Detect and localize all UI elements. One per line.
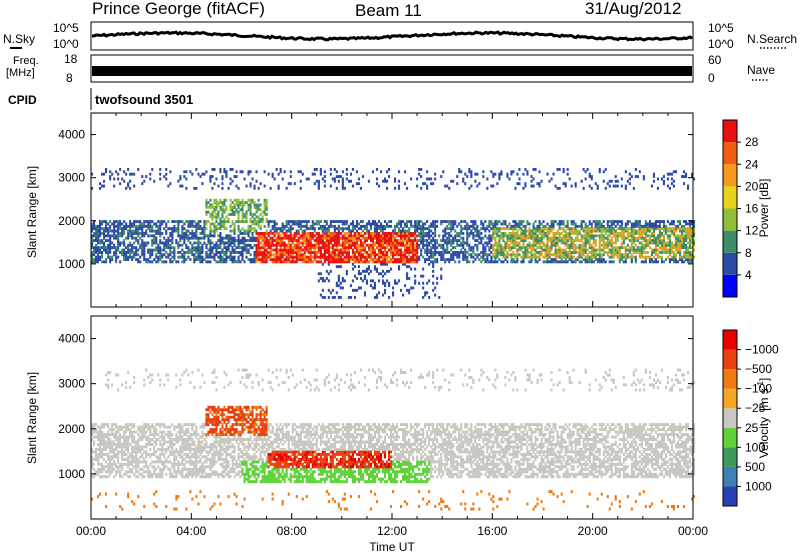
colorbar-tick: 28 — [745, 135, 759, 149]
power-panel: 1000 2000 3000 4000 Slant Range [km] — [25, 112, 696, 308]
colorbar-tick: 24 — [745, 157, 759, 171]
nsky-label: N.Sky — [3, 32, 35, 46]
nsky-line — [92, 30, 693, 42]
colorbar-tick: −100 — [745, 382, 772, 396]
colorbar-cell — [723, 274, 737, 297]
colorbar-cell — [723, 120, 737, 143]
colorbar-tick: −500 — [745, 362, 772, 376]
colorbar-tick: 12 — [745, 224, 759, 238]
freq-label-1: Freq. — [13, 55, 39, 67]
ytick-label: 3000 — [58, 171, 85, 185]
colorbar-cell — [723, 466, 737, 487]
colorbar-cell — [723, 230, 737, 253]
nsearch-tick-top: 10^5 — [708, 21, 734, 35]
nsearch-label: N.Search — [747, 32, 797, 46]
velocity-cbar-label: Velocity[m s-1] — [756, 378, 771, 459]
xtick-label: 12:00 — [377, 524, 407, 538]
ytick-label: 1000 — [58, 467, 85, 481]
velocity-xticks: 00:00 04:00 08:00 12:00 16:00 20:00 00:00 — [76, 316, 708, 538]
nsky-tick-bottom: 10^0 — [53, 37, 79, 51]
colorbar-cell — [723, 142, 737, 165]
xtick-label: 04:00 — [176, 524, 206, 538]
xtick-label: 08:00 — [277, 524, 307, 538]
ytick-label: 2000 — [58, 214, 85, 228]
nave-tick-bottom: 0 — [708, 71, 715, 85]
colorbar-cell — [723, 388, 737, 409]
colorbar-cell — [723, 349, 737, 370]
power-yticks: 1000 2000 3000 4000 — [58, 128, 693, 271]
colorbar-cell — [723, 186, 737, 209]
colorbar-tick: −1000 — [745, 343, 779, 357]
power-cbar-label: Power [dB] — [757, 179, 771, 238]
xtick-label: 20:00 — [578, 524, 608, 538]
colorbar-tick: 500 — [745, 460, 765, 474]
colorbar-tick: 100 — [745, 440, 765, 454]
colorbar-tick: 20 — [745, 179, 759, 193]
nsky-tick-top: 10^5 — [53, 21, 79, 35]
velocity-xlabel: Time UT — [369, 540, 415, 554]
colorbar-cell — [723, 486, 737, 506]
velocity-panel: 1000 2000 3000 4000 00:00 04:00 08:00 12:00 16:… — [25, 315, 708, 554]
nsky-panel: N.Sky 10^5 10^0 N.Search 10^5 10^0 — [3, 21, 797, 51]
beam-title: Beam 11 — [355, 1, 422, 20]
colorbar-cell — [723, 427, 737, 448]
velocity-ylabel: Slant Range [km] — [25, 372, 39, 464]
colorbar-tick: 25 — [745, 421, 759, 435]
cpid-value: twofsound 3501 — [95, 92, 193, 107]
colorbar-tick: −25 — [745, 401, 766, 415]
colorbar-cell — [723, 252, 737, 275]
nave-tick-top: 60 — [708, 53, 722, 67]
ytick-label: 2000 — [58, 422, 85, 436]
velocity-colorbar: 1000 500 100 25 −25 −100 −500 −1000 Velocity[m … — [722, 329, 779, 507]
colorbar-cell — [723, 330, 737, 350]
nave-label: Nave — [747, 63, 775, 77]
ytick-label: 1000 — [58, 257, 85, 271]
colorbar-tick: 8 — [745, 246, 752, 260]
xtick-label: 00:00 — [678, 524, 708, 538]
colorbar-cell — [723, 369, 737, 389]
date-title: 31/Aug/2012 — [585, 0, 681, 18]
freq-tick-top: 18 — [64, 52, 78, 66]
power-xticks — [90, 113, 694, 307]
ytick-label: 3000 — [58, 377, 85, 391]
xtick-label: 16:00 — [477, 524, 507, 538]
velocity-cells — [91, 368, 696, 511]
freq-band — [92, 66, 692, 76]
velocity-yticks: 1000 2000 3000 4000 — [58, 332, 693, 481]
ytick-label: 4000 — [58, 128, 85, 142]
colorbar-cell — [723, 447, 737, 467]
ytick-label: 4000 — [58, 332, 85, 346]
colorbar-cell — [723, 408, 737, 428]
colorbar-cell — [723, 164, 737, 187]
station-title: Prince George (fitACF) — [92, 0, 265, 18]
colorbar-tick: 16 — [745, 202, 759, 216]
power-ylabel: Slant Range [km] — [25, 166, 39, 258]
xtick-label: 00:00 — [76, 524, 106, 538]
colorbar-tick: 1000 — [745, 479, 772, 493]
nsearch-tick-bottom: 10^0 — [708, 37, 734, 51]
power-colorbar: 4 8 12 16 20 24 28 Power [dB] — [722, 119, 771, 298]
colorbar-tick: 4 — [745, 268, 752, 282]
power-cells — [91, 168, 696, 299]
freq-panel: Freq. [MHz] 18 8 Nave 60 0 — [6, 52, 775, 85]
freq-tick-bottom: 8 — [66, 71, 73, 85]
freq-label-2: [MHz] — [6, 67, 35, 79]
colorbar-cell — [723, 208, 737, 231]
cpid-label: CPID — [8, 93, 37, 107]
